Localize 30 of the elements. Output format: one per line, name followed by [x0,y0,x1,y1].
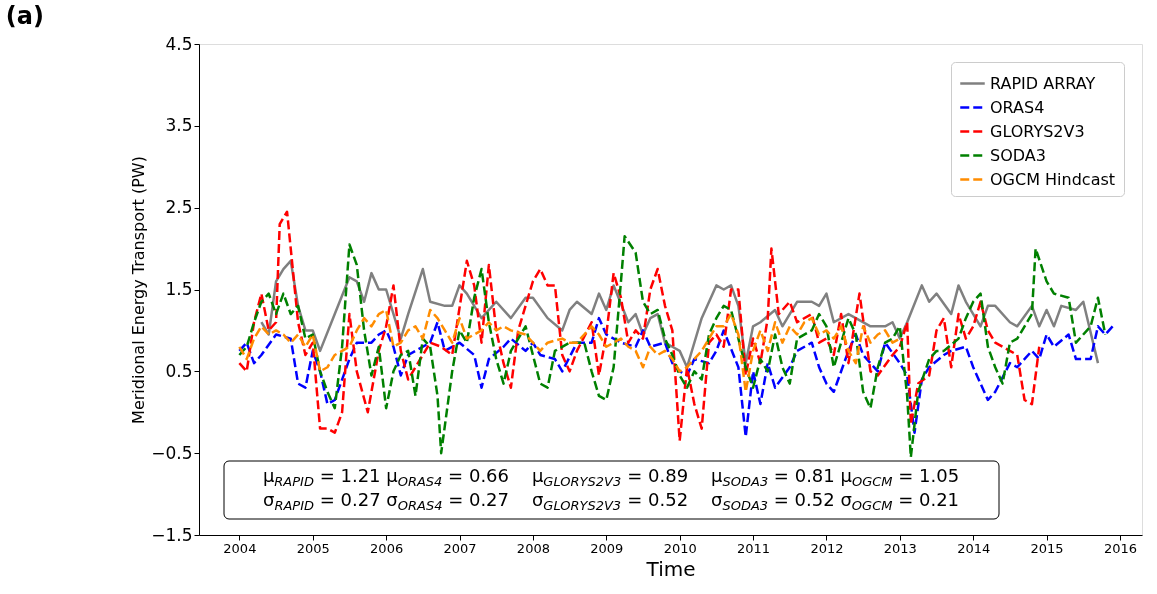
x-tick-label: 2013 [883,540,917,556]
y-tick-label: 0.5 [165,360,193,381]
y-tick-label: 1.5 [165,279,193,299]
x-tick-label: 2004 [223,540,257,556]
y-axis-title: Meridional Energy Transport (PW) [129,156,149,424]
x-tick-label: 2008 [516,540,550,556]
y-tick-label: −1.5 [151,524,193,545]
x-tick-label: 2012 [810,540,844,556]
legend-label: ORAS4 [990,97,1045,117]
x-tick-label: 2014 [957,540,991,556]
chart-title: (a) [5,2,44,30]
y-tick-label: 4.5 [165,33,193,54]
x-tick-label: 2015 [1030,540,1064,556]
x-tick-label: 2009 [590,540,624,556]
legend-label: OGCM Hindcast [990,169,1116,189]
x-tick-label: 2005 [296,540,330,556]
line-series [238,210,1041,443]
x-axis-title: Time [645,556,696,581]
x-tick-label: 2011 [737,540,771,556]
line-series [238,235,1107,459]
x-tick-label: 2007 [443,540,477,556]
x-tick-label: 2006 [370,540,404,556]
y-tick-label: −0.5 [151,442,193,463]
y-tick-label: 3.5 [165,115,193,136]
x-tick-label: 2016 [1103,540,1138,556]
legend-label: SODA3 [990,145,1046,165]
legend-label: RAPID ARRAY [990,73,1096,93]
x-tick-label: 2010 [663,540,697,556]
legend-label: GLORYS2V3 [990,121,1085,141]
y-tick-label: 2.5 [165,197,193,218]
